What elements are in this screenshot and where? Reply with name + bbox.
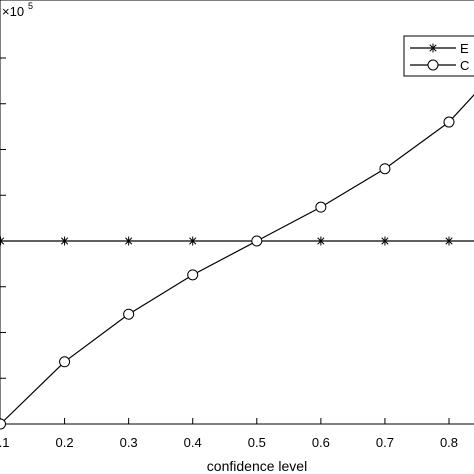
star-marker bbox=[60, 236, 70, 246]
star-marker bbox=[428, 43, 438, 53]
x-tick-label: 0.1 bbox=[0, 435, 10, 450]
circle-marker bbox=[251, 235, 263, 247]
series-E bbox=[0, 236, 474, 246]
series-C bbox=[0, 94, 474, 430]
circle-marker bbox=[443, 116, 455, 128]
legend-label: E bbox=[460, 41, 469, 56]
x-ticks: 0.1 0.2 0.3 0.4 0.5 0.6 0.7 0.8 bbox=[0, 418, 458, 450]
axes bbox=[0, 0, 474, 425]
star-marker bbox=[380, 236, 390, 246]
circle-marker bbox=[0, 418, 6, 430]
circle-marker bbox=[59, 356, 71, 368]
star-marker bbox=[0, 236, 5, 246]
circle-marker bbox=[123, 308, 135, 320]
x-tick-label: 0.7 bbox=[376, 435, 394, 450]
exponent-power: 5 bbox=[28, 1, 33, 11]
y-ticks bbox=[0, 57, 6, 379]
circle-marker bbox=[187, 269, 199, 281]
circle-marker bbox=[379, 163, 391, 175]
exponent-base: ×10 bbox=[2, 4, 24, 19]
x-tick-label: 0.3 bbox=[120, 435, 138, 450]
star-marker bbox=[124, 236, 134, 246]
x-tick-label: 0.5 bbox=[248, 435, 266, 450]
x-tick-label: 0.2 bbox=[56, 435, 74, 450]
legend-label: C bbox=[460, 58, 469, 73]
x-axis-title: confidence level bbox=[207, 458, 307, 474]
x-tick-label: 0.6 bbox=[312, 435, 330, 450]
legend-circle-marker bbox=[427, 59, 439, 71]
legend-box bbox=[403, 35, 474, 77]
series-line bbox=[0, 94, 474, 425]
x-tick-label: 0.8 bbox=[440, 435, 458, 450]
series bbox=[0, 94, 474, 430]
circle-marker bbox=[315, 201, 327, 213]
star-marker bbox=[188, 236, 198, 246]
exponent-label: ×10 5 bbox=[2, 1, 33, 19]
star-marker bbox=[316, 236, 326, 246]
x-tick-label: 0.4 bbox=[184, 435, 202, 450]
legend: EC bbox=[403, 35, 474, 77]
star-marker bbox=[444, 236, 454, 246]
